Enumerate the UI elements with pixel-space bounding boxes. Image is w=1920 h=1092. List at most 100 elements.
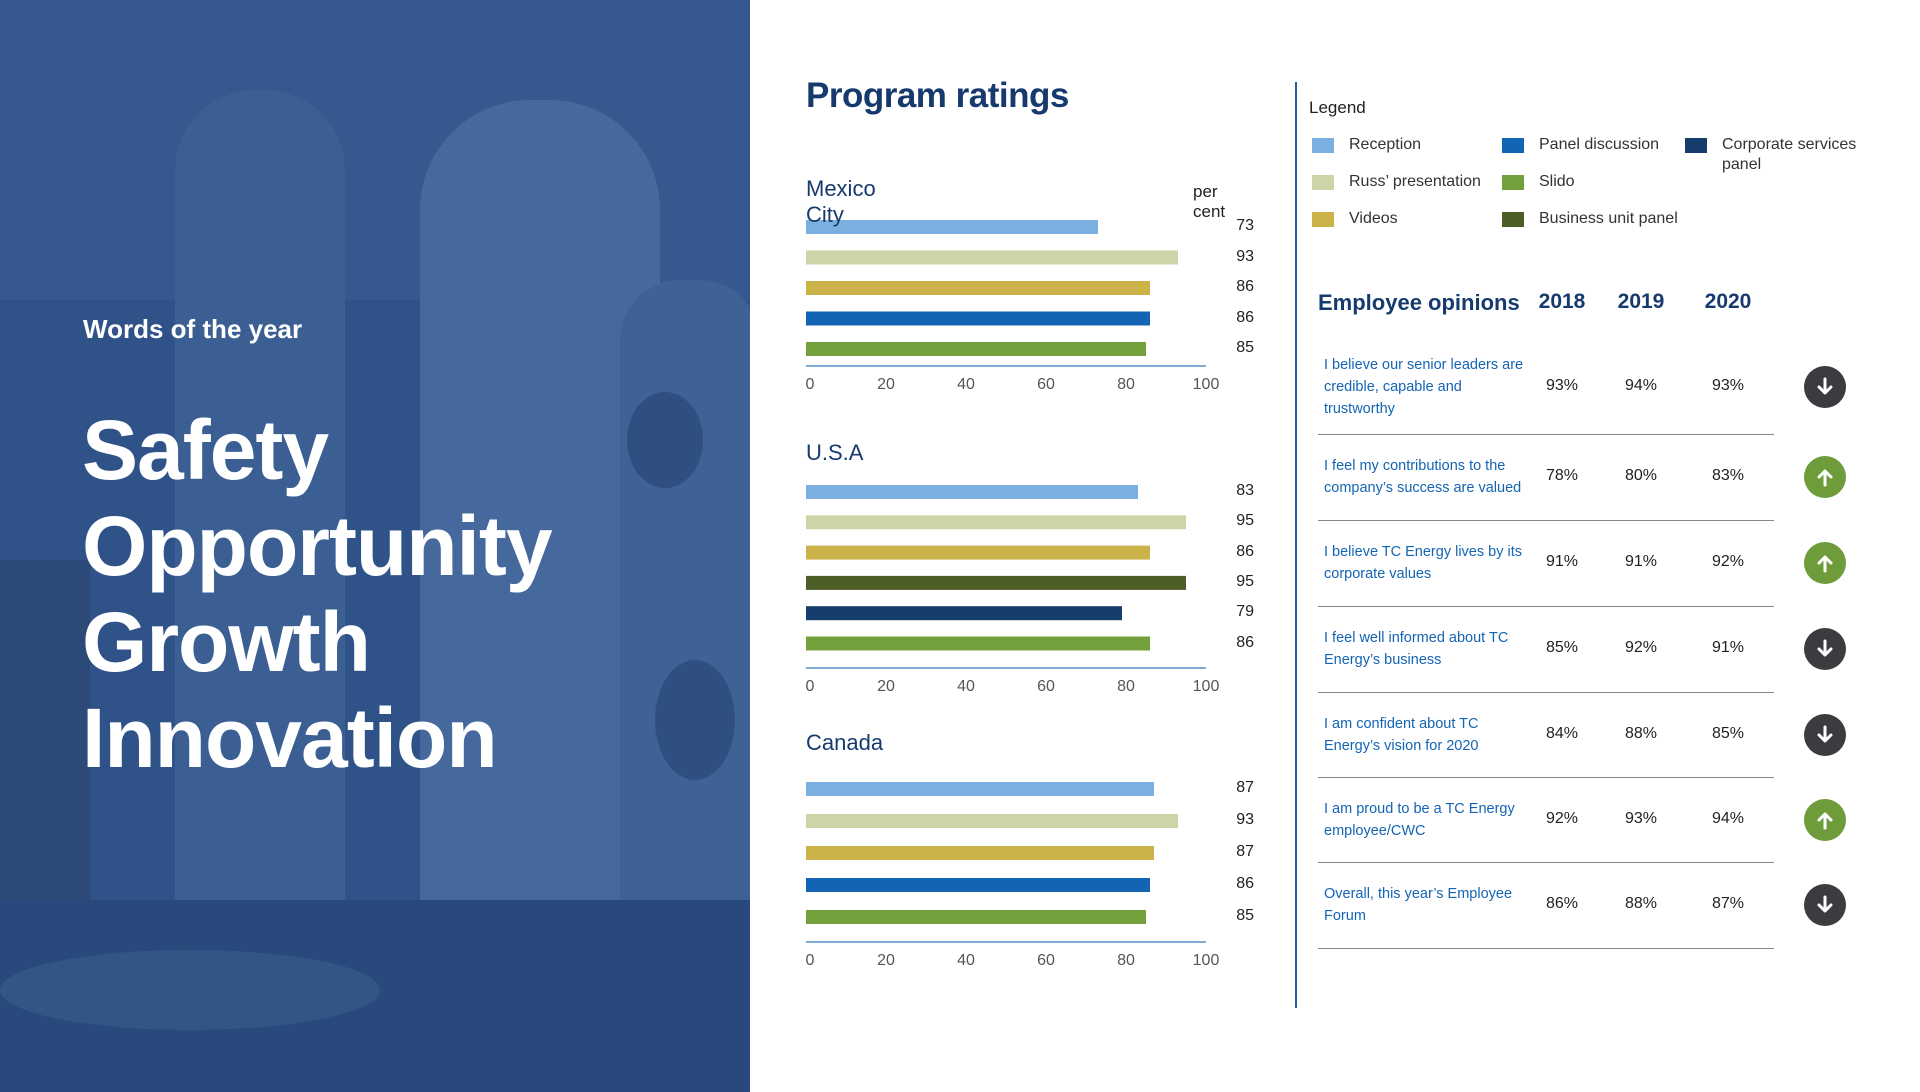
legend-swatch [1685, 138, 1707, 153]
opinion-row: I believe TC Energy lives by its corpora… [1318, 520, 1846, 607]
legend-label: Slido [1539, 173, 1575, 190]
bar-1-5 [806, 636, 1150, 651]
bar-2-2 [806, 846, 1154, 860]
bar-value-label: 95 [1236, 512, 1254, 530]
opinion-value-2018: 93% [1545, 377, 1579, 394]
bar-2-0 [806, 782, 1154, 796]
bar-0-1 [806, 250, 1178, 265]
legend-swatch [1502, 212, 1524, 227]
bar-value-label: 86 [1236, 542, 1254, 560]
bar-value-label: 86 [1236, 633, 1254, 651]
hero-kicker: Words of the year [83, 314, 303, 344]
opinion-value-2018: 92% [1545, 809, 1579, 827]
vertical-divider [1295, 82, 1297, 1008]
opinion-statement: I believe TC Energy lives by its corpora… [1324, 544, 1522, 582]
bar-value-label: 86 [1236, 875, 1254, 892]
legend-swatch [1312, 138, 1334, 153]
opinion-value-2020: 83% [1711, 467, 1745, 484]
opinion-value-2018: 86% [1545, 895, 1579, 912]
bar-value-label: 85 [1236, 907, 1254, 924]
bar-0-4 [806, 342, 1146, 356]
opinion-value-2019: 80% [1624, 467, 1658, 484]
opinion-value-2020: 94% [1711, 809, 1745, 827]
x-tick-label: 80 [1117, 678, 1135, 695]
x-tick-label: 100 [1192, 678, 1220, 695]
legend-label: Russ’ presentation [1349, 173, 1481, 190]
opinion-value-2019: 91% [1624, 553, 1658, 570]
legend-label: Business unit panel [1539, 210, 1678, 227]
opinion-value-2020: 92% [1711, 553, 1745, 570]
legend-label: Videos [1349, 210, 1398, 227]
chart-title-2: Canada [806, 730, 884, 755]
bar-1-3 [806, 575, 1186, 590]
hero-word-growth: Growth [82, 595, 371, 689]
bar-1-2 [806, 545, 1150, 560]
x-tick-label: 100 [1192, 376, 1220, 393]
x-tick-label: 40 [957, 678, 975, 695]
unit-label: per cent [1193, 182, 1226, 221]
x-tick-label: 0 [805, 678, 815, 695]
legend-title: Legend [1309, 98, 1366, 117]
x-tick-label: 60 [1037, 952, 1055, 969]
x-tick-label: 60 [1037, 376, 1055, 393]
opinion-statement: I am proud to be a TC Energy employee/CW… [1324, 800, 1515, 839]
x-tick-label: 40 [957, 376, 975, 393]
opinion-value-2018: 91% [1545, 553, 1579, 570]
opinion-statement: I feel my contributions to the company’s… [1324, 458, 1522, 496]
bar-value-label: 83 [1236, 482, 1254, 499]
x-tick-label: 100 [1192, 952, 1220, 969]
opinion-value-2019: 94% [1624, 377, 1658, 394]
opinion-value-2020: 93% [1711, 377, 1745, 394]
bar-value-label: 86 [1236, 278, 1254, 295]
legend-swatch [1312, 212, 1334, 227]
legend-item-russ-presentation: Russ’ presentation [1312, 172, 1524, 192]
opinion-row: I am proud to be a TC Energy employee/CW… [1318, 777, 1846, 863]
bar-value-label: 87 [1236, 843, 1254, 860]
legend-item-panel-discussion: Panel discussion [1502, 135, 1714, 155]
bar-0-3 [806, 311, 1150, 326]
bar-value-label: 93 [1236, 247, 1254, 265]
chart-title-1: U.S.A [806, 440, 864, 465]
opinion-value-2018: 78% [1545, 467, 1579, 484]
x-tick-label: 20 [877, 678, 895, 695]
opinion-value-2020: 85% [1711, 724, 1745, 742]
opinion-row: I believe our senior leaders are credibl… [1318, 340, 1846, 435]
x-tick-label: 40 [957, 952, 975, 969]
employee-opinions-title: Employee opinions [1318, 290, 1520, 315]
arrow-up-icon [1804, 542, 1846, 584]
arrow-up-icon [1804, 798, 1846, 841]
x-tick-label: 20 [877, 376, 895, 393]
opinion-row: Overall, this year’s Employee Forum 86% 88… [1318, 862, 1846, 949]
legend-item-corporate-services-panel: Corporate services panel [1685, 135, 1882, 175]
opinion-statement: I am confident about TC Energy’s vision … [1324, 715, 1479, 754]
x-tick-label: 80 [1117, 952, 1135, 969]
bar-value-label: 85 [1236, 339, 1254, 356]
opinion-statement: Overall, this year’s Employee Forum [1324, 886, 1513, 924]
arrow-down-icon [1804, 628, 1846, 670]
bar-value-label: 73 [1236, 217, 1254, 234]
chart-title-0: Mexico City [806, 176, 876, 227]
arrow-down-icon [1804, 713, 1846, 756]
opinion-value-2019: 92% [1624, 639, 1658, 656]
year-header-2020: 2020 [1704, 290, 1752, 313]
opinion-value-2020: 87% [1711, 895, 1745, 912]
bar-value-label: 87 [1236, 779, 1254, 796]
bar-0-2 [806, 281, 1150, 295]
bar-1-4 [806, 606, 1122, 621]
opinion-value-2018: 85% [1545, 639, 1579, 656]
bar-value-label: 86 [1236, 308, 1254, 326]
bar-2-1 [806, 814, 1178, 828]
legend-item-videos: Videos [1312, 209, 1524, 229]
bar-1-1 [806, 515, 1186, 530]
bar-1-0 [806, 485, 1138, 499]
opinion-row: I am confident about TC Energy’s vision … [1318, 692, 1846, 778]
legend-item-slido: Slido [1502, 172, 1714, 192]
hero-panel: Words of the year Safety Opportunity Gro… [0, 0, 750, 1092]
year-header-2019: 2019 [1617, 290, 1665, 313]
legend-swatch [1502, 138, 1524, 153]
legend-label: Corporate services panel [1722, 136, 1857, 173]
x-tick-label: 60 [1037, 678, 1055, 695]
opinion-value-2019: 88% [1624, 895, 1658, 912]
opinion-value-2020: 91% [1711, 639, 1745, 656]
ratings-bar-svg [806, 220, 1206, 943]
